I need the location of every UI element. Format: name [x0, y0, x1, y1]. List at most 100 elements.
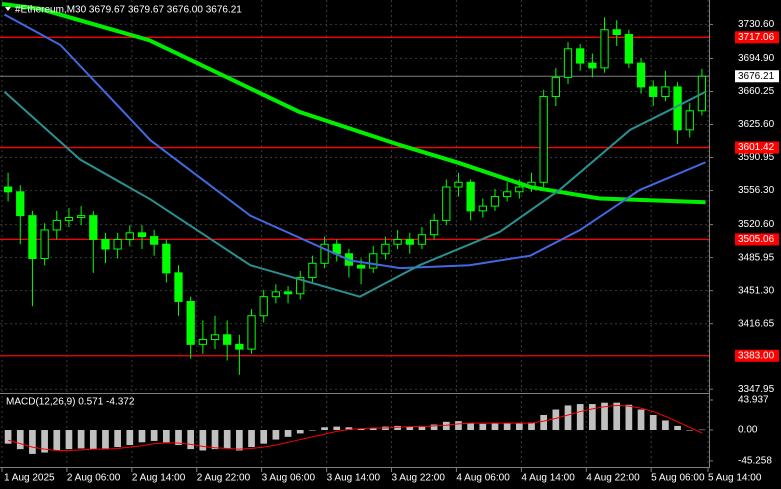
macd-bar [552, 409, 560, 431]
macd-bar [589, 404, 596, 431]
macd-bar [601, 402, 608, 431]
macd-bar [41, 430, 48, 453]
candle-body [308, 262, 317, 279]
menu-arrow[interactable] [5, 7, 11, 11]
x-tick-label: 2 Aug 06:00 [67, 473, 121, 484]
candle-body [503, 191, 512, 198]
candle-body [235, 343, 244, 350]
x-tick-label: 4 Aug 22:00 [586, 473, 640, 484]
macd-tick-label: 0.00 [738, 425, 758, 436]
candle-body [198, 339, 207, 345]
candle-body [551, 76, 560, 97]
y-tick-label: 3590.95 [738, 152, 775, 163]
candle-body [125, 232, 134, 240]
candle-body [259, 296, 268, 317]
candle-body [685, 110, 694, 131]
macd-bar [102, 430, 109, 449]
level-tag [735, 233, 779, 246]
macd-bar [248, 430, 255, 448]
y-tick-label: 3347.95 [738, 384, 775, 395]
candle-body [369, 253, 378, 269]
macd-bar [357, 428, 365, 431]
candle-body [174, 272, 183, 302]
macd-bar [296, 430, 304, 434]
x-tick-label: 1 Aug 2025 [4, 473, 55, 484]
level-tag [735, 31, 779, 44]
candle-body [28, 215, 37, 260]
macd-signal [7, 404, 703, 451]
candle-body [283, 291, 293, 295]
macd-bar [65, 430, 73, 450]
candle-body [101, 238, 110, 250]
candle-body [393, 238, 402, 245]
candle-body [40, 229, 49, 260]
macd-bar [576, 404, 584, 431]
candle-body [247, 315, 256, 350]
level-label: 3601.42 [738, 142, 775, 153]
y-tick-label: 3416.65 [738, 318, 775, 329]
macd-bar [540, 414, 548, 431]
macd-bar [637, 409, 645, 431]
candle-body [600, 29, 609, 69]
candle-body [442, 186, 451, 221]
macd-bar [89, 430, 97, 450]
moving-average [3, 90, 707, 298]
macd-bar [515, 423, 523, 431]
macd-bar [162, 430, 170, 443]
candle-body [186, 300, 195, 345]
x-tick-label: 4 Aug 14:00 [521, 473, 575, 484]
candle-body [271, 291, 281, 298]
macd-bar [211, 430, 219, 450]
macd-bar [455, 421, 462, 431]
candle-body [649, 86, 658, 97]
candle-body [296, 277, 305, 295]
y-tick-label: 3451.30 [738, 285, 775, 296]
y-tick-label: 3730.60 [738, 19, 775, 30]
macd-bar [406, 426, 414, 431]
macd-bar [29, 430, 36, 454]
macd-bar [564, 405, 572, 431]
chart-title: #Ethereum,M30 3679.67 3679.67 3676.00 36… [15, 5, 242, 16]
x-tick-label: 3 Aug 14:00 [327, 473, 381, 484]
candle-body [454, 181, 463, 188]
macd-bar [309, 430, 316, 431]
candle-body [320, 243, 329, 264]
candle-body [539, 95, 548, 183]
macd-bar [199, 430, 207, 451]
macd-bar [284, 430, 292, 437]
macd-bar [187, 430, 195, 450]
level-label: 3717.06 [738, 32, 775, 43]
macd-bar [150, 430, 158, 441]
candle-body [612, 29, 621, 36]
x-tick-label: 2 Aug 22:00 [197, 473, 251, 484]
macd-bar [4, 430, 12, 444]
macd-tick-label: 43.937 [738, 395, 769, 406]
candle-body [3, 186, 13, 193]
macd-bar [686, 430, 694, 431]
current-price-tag [735, 70, 779, 83]
x-tick-label: 2 Aug 14:00 [132, 473, 186, 484]
x-tick-label: 4 Aug 06:00 [456, 473, 510, 484]
candle-body [429, 219, 439, 236]
macd-bar [418, 425, 426, 431]
candle-body [417, 234, 427, 245]
macd-bar [467, 423, 474, 431]
candle-body [405, 238, 414, 245]
candle-body [210, 334, 220, 341]
macd-bar [479, 423, 487, 431]
macd-bar [649, 414, 657, 431]
macd-bar [260, 430, 268, 444]
y-tick-label: 3556.30 [738, 185, 775, 196]
level-tag [735, 349, 779, 362]
macd-bar [491, 423, 499, 431]
level-label: 3383.00 [738, 350, 775, 361]
macd-bar [674, 425, 681, 431]
y-tick-label: 3625.60 [738, 119, 775, 130]
macd-bar [77, 430, 85, 449]
candle-body [89, 215, 98, 240]
candle-body [576, 48, 585, 64]
y-tick-label: 3485.95 [738, 252, 775, 263]
candle-body [466, 181, 475, 212]
